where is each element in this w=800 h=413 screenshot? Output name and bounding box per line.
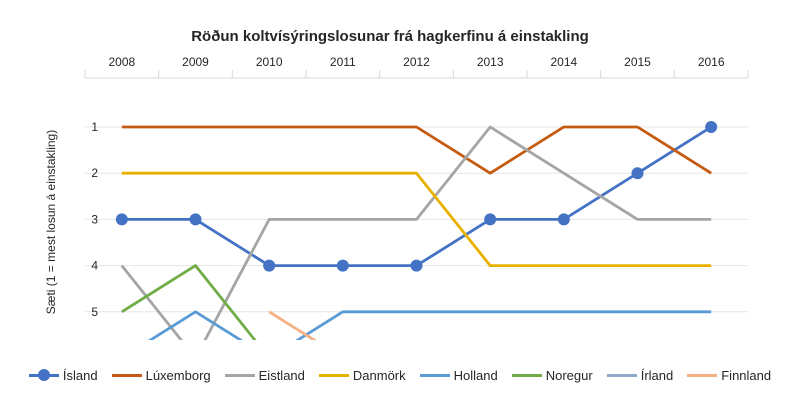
legend-label: Ísland xyxy=(62,367,98,383)
y-tick-label: 2 xyxy=(91,166,98,180)
data-point-island xyxy=(336,259,349,272)
legend-swatch xyxy=(687,369,718,381)
series-line-finnland xyxy=(268,310,317,340)
x-tick-label: 2016 xyxy=(698,55,725,69)
x-tick-label: 2014 xyxy=(550,55,577,69)
x-tick-label: 2015 xyxy=(624,55,651,69)
x-tick-label: 2013 xyxy=(477,55,504,69)
legend-swatch xyxy=(318,369,349,381)
data-point-island xyxy=(557,213,570,226)
legend-label: Lúxemborg xyxy=(145,367,211,383)
data-point-island xyxy=(263,259,276,272)
series-line-holland xyxy=(147,310,712,340)
y-tick-label: 4 xyxy=(91,259,98,273)
series-line-noregur xyxy=(121,264,257,340)
legend: Ísland Lúxemborg Eistland Danmörk Holland Nor… xyxy=(0,364,800,386)
legend-item-noregur: Noregur xyxy=(511,367,593,383)
series-line-luxemborg xyxy=(121,125,712,175)
legend-item-island: Ísland xyxy=(28,367,98,383)
data-point-island xyxy=(705,121,718,133)
y-tick-label: 5 xyxy=(91,305,98,319)
x-tick-label: 2008 xyxy=(108,55,135,69)
x-tick-label: 2010 xyxy=(256,55,283,69)
y-axis-label: Sæti (1 = mest losun á einstakling) xyxy=(44,130,58,314)
series-line-danmork xyxy=(121,171,712,267)
legend-label: Noregur xyxy=(545,367,593,383)
legend-item-eistland: Eistland xyxy=(224,367,305,383)
legend-item-holland: Holland xyxy=(419,367,498,383)
y-tick-label: 1 xyxy=(91,120,98,134)
legend-swatch xyxy=(511,369,542,381)
y-axis-tick-labels: 1 2 3 4 5 xyxy=(91,120,98,319)
x-tick-label: 2012 xyxy=(403,55,430,69)
legend-label: Danmörk xyxy=(352,367,406,383)
y-tick-label: 3 xyxy=(91,212,98,226)
legend-item-luxemborg: Lúxemborg xyxy=(111,367,211,383)
legend-swatch xyxy=(419,369,450,381)
x-tick-label: 2011 xyxy=(330,55,356,69)
legend-swatch xyxy=(28,369,59,381)
legend-swatch xyxy=(606,369,637,381)
legend-item-danmork: Danmörk xyxy=(318,367,406,383)
x-tick-label: 2009 xyxy=(182,55,209,69)
data-point-island xyxy=(410,259,423,272)
legend-label: Holland xyxy=(453,367,498,383)
legend-item-irland: Írland xyxy=(606,367,674,383)
x-axis-tick-labels: 2008 2009 2010 2011 2012 2013 2014 2015 2016 xyxy=(108,55,724,69)
gridlines xyxy=(84,70,749,313)
series-lines xyxy=(115,121,718,340)
legend-swatch xyxy=(224,369,255,381)
legend-label: Eistland xyxy=(258,367,305,383)
series-line-eistland xyxy=(120,125,712,340)
legend-label: Finnland xyxy=(721,367,772,383)
legend-label: Írland xyxy=(640,367,674,383)
chart-title: Röðun koltvísýringslosunar frá hagkerfin… xyxy=(191,28,589,45)
data-point-island xyxy=(115,213,128,226)
data-point-island xyxy=(484,213,497,226)
legend-item-finnland: Finnland xyxy=(687,368,771,383)
legend-swatch xyxy=(111,369,142,381)
data-point-island xyxy=(631,167,644,180)
series-line-island xyxy=(121,125,712,267)
data-point-island xyxy=(189,213,202,226)
